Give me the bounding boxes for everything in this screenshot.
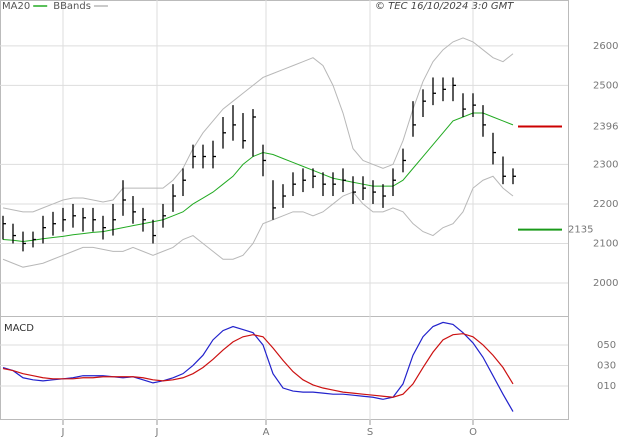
level-label: 2396 [593,121,618,132]
macd-line [2,321,514,412]
source: © TEC 16/10/2024 3:0 GMT [375,1,514,12]
level-label-bg [569,222,609,237]
legend-label: BBands [53,1,91,12]
y-tick-label: 2000 [593,278,618,289]
band-lower [2,175,514,268]
y-tick-label: 2500 [593,80,618,91]
x-tick-label: O [469,427,477,438]
y-tick-label: 2200 [593,199,618,210]
y-tick-label: 010 [597,381,616,392]
ma-line [2,112,514,242]
frame [0,0,569,420]
level-label: 2135 [568,225,593,236]
x-tick-label: J [155,427,159,438]
y-tick-label: 030 [597,360,616,371]
x-tick-label: A [263,427,270,438]
y-tick-label: 2100 [593,238,618,249]
y-tick-label: 2600 [593,41,618,52]
y-tick-label: 050 [597,340,616,351]
macd-line [2,333,514,398]
x-tick-label: S [367,427,373,438]
level-label-bg [569,119,609,134]
x-tick-label: J [61,427,65,438]
band-upper [2,37,514,213]
y-tick-label: 2300 [593,159,618,170]
macd-title: MACD [4,323,34,334]
legend-label: MA20 [2,1,30,12]
